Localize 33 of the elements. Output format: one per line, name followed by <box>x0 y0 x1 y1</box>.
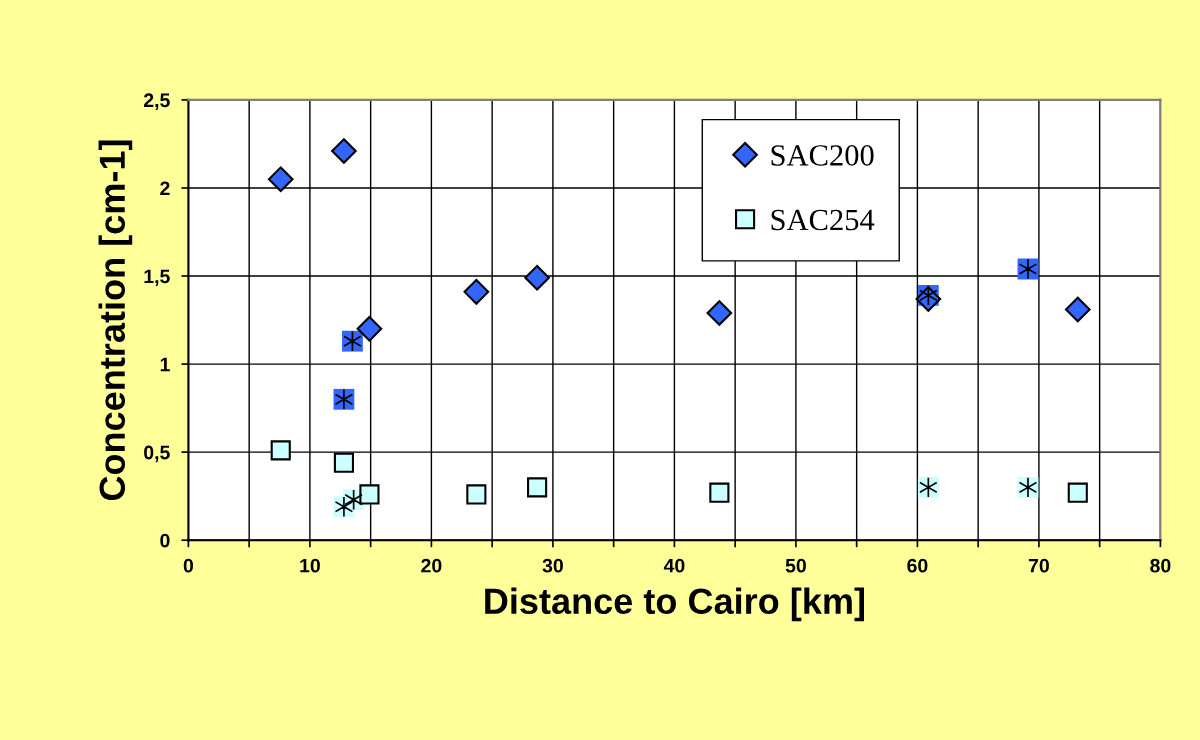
point <box>709 482 730 503</box>
y-tick-label: 2,5 <box>143 93 170 110</box>
y-tick-label: 0 <box>160 533 170 548</box>
point <box>270 440 291 461</box>
y-tick-label: 1,5 <box>144 269 170 287</box>
x-tick-label: 80 <box>1150 558 1171 573</box>
x-tick-label: 10 <box>300 558 320 573</box>
x-tick-label: 40 <box>663 558 685 573</box>
point <box>356 316 383 342</box>
point <box>359 484 380 505</box>
legend-label: SAC200 <box>771 145 874 166</box>
legend-label: SAC254 <box>771 209 875 231</box>
x-axis-title: Distance to Cairo [km] <box>485 587 865 622</box>
point <box>331 138 357 164</box>
x-tick-label: 0 <box>183 558 194 573</box>
x-tick-label: 70 <box>1028 558 1049 573</box>
y-tick-label: 1 <box>160 357 170 372</box>
y-tick-label: 0,5 <box>144 445 170 463</box>
point <box>527 477 548 498</box>
x-tick-label: 60 <box>907 558 928 573</box>
y-tick-label: 2 <box>160 181 170 196</box>
point <box>1064 296 1091 323</box>
x-tick-label: 20 <box>421 558 442 573</box>
y-axis-title: Concentration [cm-1] <box>98 140 133 501</box>
point <box>463 279 490 305</box>
point <box>267 166 294 192</box>
point <box>333 452 354 473</box>
x-tick-label: 50 <box>785 558 806 573</box>
point <box>466 484 487 505</box>
point <box>706 300 733 326</box>
x-tick-label: 30 <box>542 558 563 573</box>
point <box>524 264 550 291</box>
point <box>1067 482 1088 503</box>
